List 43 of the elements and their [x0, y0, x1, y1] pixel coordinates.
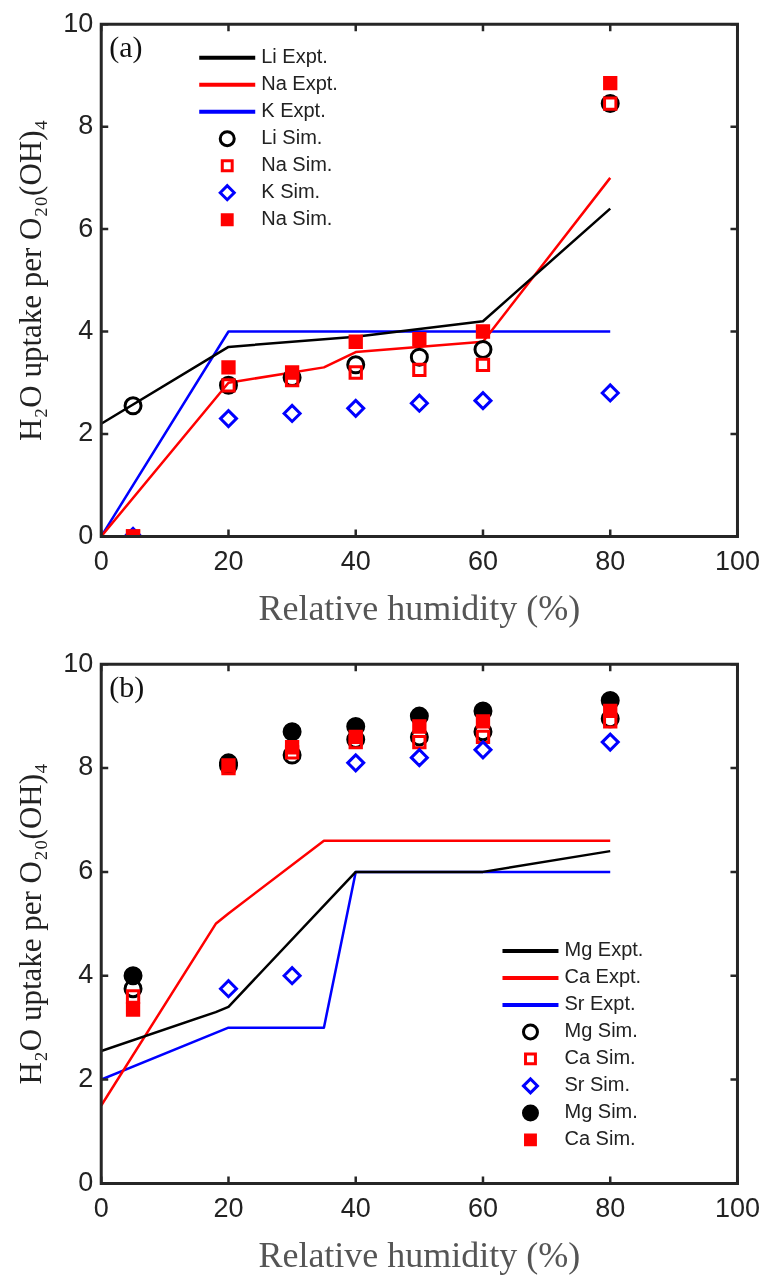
annotation: (b) — [109, 670, 145, 705]
x-tick-label: 40 — [340, 1193, 371, 1224]
x-tick-label: 60 — [467, 546, 498, 577]
x-tick-label: 80 — [595, 1193, 626, 1224]
y-tick-label: 8 — [78, 751, 94, 782]
legend-label: Ca Expt. — [564, 965, 642, 988]
legend-label: Ca Sim. — [564, 1127, 636, 1150]
y-tick-label: 10 — [63, 7, 94, 38]
y-tick-label: 4 — [78, 314, 94, 345]
legend-label: Sr Expt. — [564, 992, 636, 1015]
y-tick-label: 4 — [78, 959, 94, 990]
y-tick-label: 0 — [78, 1166, 94, 1197]
y-tick-label: 2 — [78, 417, 94, 448]
x-tick-label: 100 — [714, 546, 761, 577]
y-tick-label: 2 — [78, 1063, 94, 1094]
x-tick-label: 40 — [340, 546, 371, 577]
legend-label: K Expt. — [261, 99, 326, 122]
y-axis-title: H₂O uptake per O₂₀(OH)₄ — [12, 119, 48, 441]
legend-label: Mg Sim. — [564, 1100, 638, 1123]
y-tick-label: 6 — [78, 212, 94, 243]
legend-label: Na Sim. — [261, 153, 333, 176]
legend-label: K Sim. — [261, 180, 321, 203]
x-tick-label: 100 — [714, 1193, 761, 1224]
legend-label: Li Expt. — [261, 45, 328, 68]
legend-label: Mg Expt. — [564, 938, 644, 961]
legend-label: Sr Sim. — [564, 1073, 631, 1096]
x-axis-title: Relative humidity (%) — [258, 587, 581, 628]
legend-label: Mg Sim. — [564, 1019, 638, 1042]
x-axis-title: Relative humidity (%) — [258, 1234, 581, 1275]
y-tick-label: 6 — [78, 855, 94, 886]
x-tick-label: 60 — [467, 1193, 498, 1224]
legend-label: Na Expt. — [261, 72, 338, 95]
y-axis-title: H₂O uptake per O₂₀(OH)₄ — [12, 763, 48, 1085]
y-tick-label: 8 — [78, 110, 94, 141]
x-tick-label: 20 — [213, 546, 244, 577]
x-tick-label: 80 — [595, 546, 626, 577]
x-tick-label: 20 — [213, 1193, 244, 1224]
y-tick-label: 0 — [78, 519, 94, 550]
annotation: (a) — [109, 30, 143, 65]
legend-label: Na Sim. — [261, 207, 333, 230]
y-tick-label: 10 — [63, 647, 94, 678]
legend-label: Li Sim. — [261, 126, 323, 149]
legend-label: Ca Sim. — [564, 1046, 636, 1069]
